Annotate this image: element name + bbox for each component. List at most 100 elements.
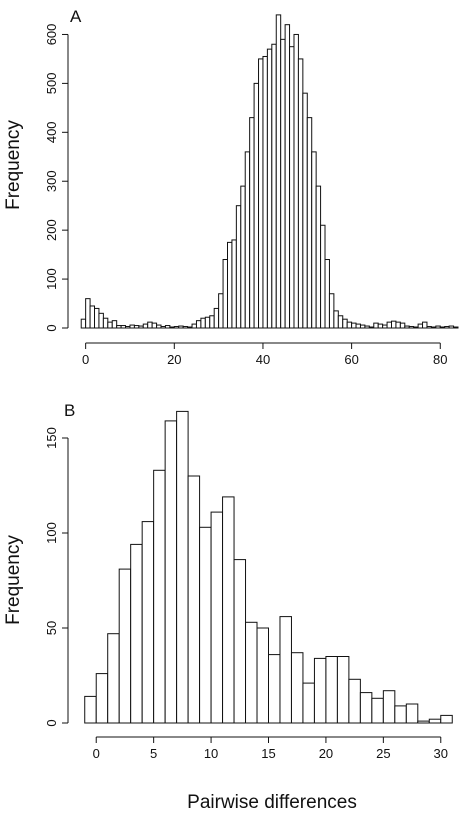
panel-b-bar: [130, 543, 143, 724]
panel-a-bar: [173, 326, 180, 329]
panel-a-bar: [111, 320, 118, 329]
panel-a-bar: [430, 326, 437, 329]
panel-a-bar: [320, 224, 326, 329]
panel-b-histogram: B Frequency 0 5 10 15 20 25 30 0 50 100 150 Pairw…: [3, 401, 453, 813]
panel-a-bar: [147, 321, 153, 329]
panel-b-bar: [382, 690, 396, 724]
panel-b-bar: [84, 695, 97, 724]
panel-a-bar: [453, 326, 459, 329]
panel-a-bar: [280, 38, 286, 329]
panel-a-bar: [417, 323, 424, 329]
panel-a-bar: [120, 325, 127, 329]
panel-b-bar: [199, 526, 212, 724]
panel-a-bars: [80, 14, 459, 329]
panel-b-bar: [417, 720, 430, 724]
panel-a-x-axis: 0 20 40 60 80: [82, 342, 448, 367]
panel-b-y-axis-title: Frequency: [3, 535, 24, 625]
panel-a-bar: [235, 205, 242, 329]
panel-a-bar: [324, 259, 330, 329]
panel-a-y-tick-label: 500: [44, 73, 59, 95]
panel-a-y-tick-label: 0: [44, 324, 59, 331]
panel-a-bar: [169, 326, 175, 329]
panel-a-bar: [244, 151, 251, 329]
panel-a-bar: [253, 82, 260, 329]
panel-b-x-tick-label: 10: [204, 746, 218, 761]
panel-a-bar: [311, 151, 317, 329]
panel-a-bar: [346, 321, 353, 329]
panel-b-bar: [440, 714, 453, 724]
panel-a-y-tick-label: 200: [44, 219, 59, 241]
panel-a-bar: [297, 58, 304, 329]
panel-a-bar: [187, 326, 193, 329]
panel-a-bar: [182, 326, 189, 329]
panel-b-bar: [313, 657, 327, 724]
panel-a-histogram: A Frequency 0 20 40 60 80 0 100 200 300 400 500 60…: [3, 7, 459, 367]
panel-a-bar: [204, 316, 211, 329]
panel-a-y-tick-label: 400: [44, 121, 59, 143]
panel-a-bar: [191, 323, 197, 329]
panel-b-bars: [84, 410, 453, 724]
panel-a-bar: [289, 46, 295, 329]
panel-a-bar: [156, 324, 162, 329]
panel-a-bar: [377, 323, 384, 329]
panel-a-bar: [382, 324, 388, 329]
panel-a-bar: [200, 317, 206, 329]
panel-a-x-tick-label: 0: [82, 352, 89, 367]
panel-b-bar: [210, 511, 224, 724]
panel-a-x-tick-label: 80: [433, 352, 447, 367]
panel-b-bar: [245, 621, 258, 724]
panel-a-bar: [391, 320, 397, 329]
panel-a-bar: [209, 315, 215, 329]
panel-a-bar: [275, 14, 282, 329]
panel-a-bar: [240, 185, 246, 329]
panel-a-bar: [125, 326, 131, 329]
panel-b-bar: [394, 705, 407, 724]
panel-a-bar: [151, 322, 158, 329]
panel-b-bar: [371, 697, 384, 724]
panel-a-bar: [448, 325, 455, 329]
panel-a-bar: [359, 324, 366, 329]
panel-b-bar: [107, 633, 120, 724]
panel-a-y-tick-label: 300: [44, 170, 59, 192]
panel-b-bar: [336, 656, 350, 724]
panel-b-bar: [187, 475, 201, 724]
panel-b-bar: [164, 420, 178, 724]
panel-a-x-tick-label: 20: [167, 352, 181, 367]
panel-a-x-tick-label: 60: [344, 352, 358, 367]
panel-a-bar: [142, 323, 149, 329]
panel-a-bar: [364, 325, 370, 329]
panel-a-bar: [94, 307, 100, 329]
panel-a-bar: [133, 325, 140, 329]
panel-a-x-tick-label: 40: [256, 352, 270, 367]
panel-a-bar: [89, 305, 96, 329]
panel-a-bar: [404, 325, 410, 329]
panel-b-x-tick-label: 0: [93, 746, 100, 761]
panel-a-bar: [293, 33, 299, 329]
panel-a-bar: [408, 326, 415, 329]
panel-a-bar: [85, 298, 91, 329]
panel-b-bar: [95, 673, 109, 724]
panel-b-bar: [176, 410, 189, 724]
panel-b-bar: [222, 496, 235, 724]
panel-b-bar: [290, 652, 304, 724]
panel-b-bar: [428, 718, 442, 724]
panel-a-bar: [178, 325, 184, 329]
panel-b-bar: [302, 682, 315, 724]
panel-a-bar: [271, 43, 277, 329]
panel-a-label: A: [70, 7, 82, 26]
panel-a-bar: [164, 325, 171, 329]
panel-b-bar: [279, 616, 292, 724]
panel-a-bar: [80, 318, 87, 329]
panel-b-x-tick-label: 20: [319, 746, 333, 761]
panel-b-bar: [325, 656, 338, 724]
panel-b-y-tick-label: 0: [44, 719, 59, 726]
panel-a-bar: [129, 324, 135, 329]
panel-a-bar: [351, 322, 357, 329]
panel-a-bar: [231, 239, 237, 329]
panel-a-y-tick-label: 600: [44, 24, 59, 46]
panel-b-x-axis-title: Pairwise differences: [187, 792, 357, 813]
panel-b-bar: [348, 678, 361, 724]
panel-a-bar: [116, 325, 122, 329]
panel-b-x-tick-label: 30: [434, 746, 448, 761]
panel-b-bar: [141, 521, 155, 724]
